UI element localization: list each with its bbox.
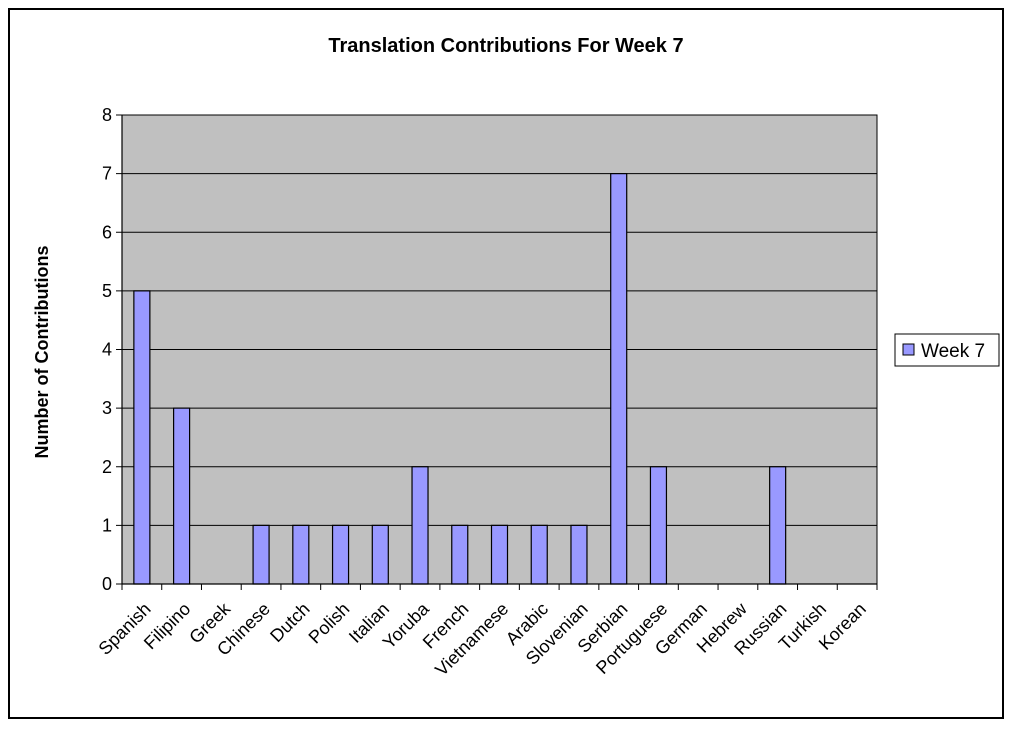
bar-spanish <box>133 290 151 585</box>
bar-polish <box>331 524 350 585</box>
x-tick-label-spanish: Spanish <box>95 599 155 659</box>
y-ticks: 0 1 2 3 4 5 6 7 8 <box>102 105 122 594</box>
legend-box <box>894 333 1000 367</box>
y-tick-label: 5 <box>102 281 112 301</box>
bar-russian <box>769 466 787 585</box>
y-axis-title: Number of Contributions <box>32 246 52 459</box>
bar-french <box>451 524 469 585</box>
bar-slovenian <box>570 524 588 585</box>
bar-vietnamese <box>490 524 509 585</box>
bars <box>133 173 787 585</box>
bar-serbian <box>610 173 628 585</box>
bar-italian <box>371 524 389 585</box>
legend-swatch <box>902 343 915 356</box>
bar-filipino <box>173 407 191 585</box>
y-tick-label: 8 <box>102 105 112 125</box>
bar-portuguese <box>649 466 668 585</box>
chart-title: Translation Contributions For Week 7 <box>328 35 683 57</box>
y-tick-label: 1 <box>102 515 112 535</box>
legend-label: Week 7 <box>921 341 985 362</box>
gridlines <box>122 114 877 526</box>
x-tick-label-dutch: Dutch <box>266 599 313 646</box>
x-ticks: SpanishFilipinoGreekChineseDutchPolishIt… <box>95 584 878 680</box>
bar-dutch <box>292 524 310 585</box>
y-tick-label: 7 <box>102 164 112 184</box>
y-tick-label: 6 <box>102 222 112 242</box>
bar-chinese <box>252 524 270 585</box>
bar-arabic <box>530 524 548 585</box>
y-tick-label: 0 <box>102 574 112 594</box>
y-tick-label: 3 <box>102 398 112 418</box>
y-tick-label: 2 <box>102 457 112 477</box>
x-tick-label-polish: Polish <box>305 599 354 648</box>
y-tick-label: 4 <box>102 340 112 360</box>
legend: Week 7 <box>894 333 1000 367</box>
bar-yoruba <box>411 466 429 585</box>
